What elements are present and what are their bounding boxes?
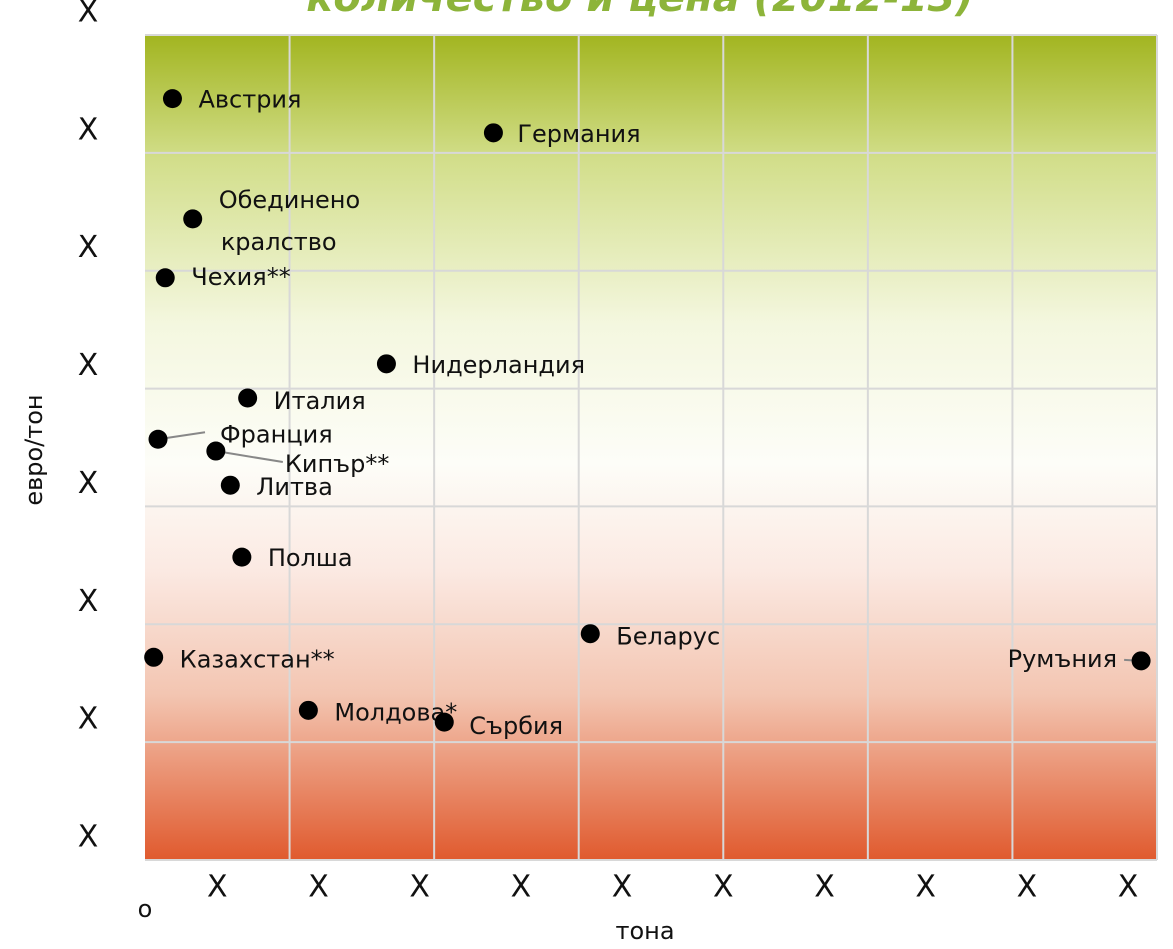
y-tick-label: X xyxy=(78,112,99,147)
point-label: Чехия** xyxy=(191,263,290,291)
y-tick-label: X xyxy=(78,702,99,737)
point xyxy=(483,123,503,143)
leader-line xyxy=(215,450,284,464)
x-axis-title: тона xyxy=(615,917,674,945)
chart-title: количество и цена (2012-13) xyxy=(306,0,974,21)
point xyxy=(376,354,396,374)
x-tick-label: X xyxy=(207,870,228,905)
point xyxy=(238,388,258,408)
point xyxy=(434,712,454,732)
point-label: Германия xyxy=(517,120,640,148)
point xyxy=(232,547,252,567)
point-label: Обединено кралство xyxy=(218,185,361,256)
point-label: Франция xyxy=(220,420,333,448)
point xyxy=(144,647,164,667)
point xyxy=(1131,651,1151,671)
y-tick-label: X xyxy=(78,820,99,855)
point-label-box: Обединено кралство xyxy=(218,185,361,256)
y-tick-label: X xyxy=(78,0,99,30)
point-label: Казахстан** xyxy=(180,645,335,673)
y-tick-label: X xyxy=(78,348,99,383)
point xyxy=(162,89,182,109)
point-label: Румъния xyxy=(1008,645,1117,673)
point xyxy=(220,475,240,495)
point-label: Италия xyxy=(274,387,366,415)
point xyxy=(580,624,600,644)
x-tick-label: X xyxy=(1118,870,1139,905)
y-tick-label: X xyxy=(78,466,99,501)
x-tick-label: X xyxy=(308,870,329,905)
point-label: Литва xyxy=(256,473,332,501)
point xyxy=(183,209,203,229)
x-tick-label: X xyxy=(612,870,633,905)
point-label: Сърбия xyxy=(469,712,563,740)
x-tick-label: X xyxy=(1017,870,1038,905)
point-label: Беларус xyxy=(616,623,720,651)
point xyxy=(298,700,318,720)
x-tick-label: X xyxy=(409,870,430,905)
x-tick-label: X xyxy=(713,870,734,905)
plot-area xyxy=(145,35,1157,860)
y-tick-label: X xyxy=(78,584,99,619)
point-label: Австрия xyxy=(198,86,301,114)
point-label: Полша xyxy=(268,544,353,572)
point xyxy=(155,268,175,288)
point xyxy=(148,429,168,449)
y-axis-title: евро/тон xyxy=(20,394,48,505)
y-tick-label: X xyxy=(78,230,99,265)
x-tick-label: X xyxy=(814,870,835,905)
x-tick-label: X xyxy=(511,870,532,905)
point-label: Нидерландия xyxy=(412,351,585,379)
x-tick-label: X xyxy=(915,870,936,905)
point xyxy=(206,441,226,461)
point-label: Кипър** xyxy=(285,450,390,478)
x-tick-label: o xyxy=(138,895,153,923)
